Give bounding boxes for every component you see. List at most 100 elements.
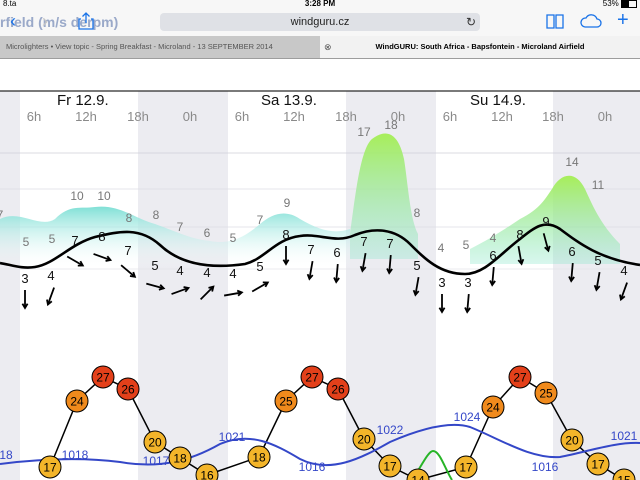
tab-microlighters[interactable]: Microlighters • View topic - Spring Brea… <box>0 36 320 58</box>
wind-speed-label: 4 <box>176 263 183 278</box>
wind-arrow <box>542 233 550 251</box>
wind-arrow <box>199 285 215 301</box>
wind-arrow-head <box>333 277 340 284</box>
new-tab-icon[interactable]: + <box>617 9 629 31</box>
wind-arrow-head <box>412 289 420 297</box>
hour-label: 12h <box>491 109 513 124</box>
temperature-dot <box>586 452 610 476</box>
temperature-dot <box>326 377 350 401</box>
tab-label: WindGURU: South Africa - Bapsfontein - M… <box>375 42 585 51</box>
wind-arrow-head <box>464 307 471 314</box>
browser-toolbar: rfield (m/s derpm) ‹ › windguru.cz ↻ + <box>0 8 640 36</box>
temperature-label: 26 <box>121 383 135 397</box>
night-band <box>0 91 20 480</box>
wind-arrow <box>466 293 470 313</box>
temperature-dot <box>481 395 505 419</box>
share-icon[interactable] <box>78 12 94 35</box>
temperature-dot <box>143 430 167 454</box>
wind-speed-label: 4 <box>47 268 54 283</box>
hour-label: 12h <box>75 109 97 124</box>
wind-arrow-head <box>386 268 393 275</box>
temperature-label: 17 <box>459 461 473 475</box>
forecast-svg: Fr 12.9. Sa 13.9. Su 14.9. 6h 12h 18h 0h 6h 12h 1… <box>0 90 640 480</box>
temperature-label: 18 <box>173 452 187 466</box>
tab-bar: Microlighters • View topic - Spring Brea… <box>0 36 640 59</box>
tab-windguru[interactable]: ⊗ WindGURU: South Africa - Bapsfontein -… <box>320 36 640 58</box>
wind-speed-label: 7 <box>124 243 131 258</box>
pressure-label: 1021 <box>611 429 638 443</box>
page-heading-ghost: rfield (m/s derpm) <box>0 14 119 30</box>
wind-speed-label: 4 <box>203 265 210 280</box>
wind-arrow-head <box>46 299 53 307</box>
tab-label: Microlighters • View topic - Spring Brea… <box>6 42 273 51</box>
gust-label: 7 <box>0 208 4 222</box>
wind-arrow <box>120 264 136 278</box>
pressure-label: 18 <box>0 448 13 462</box>
temperature-label: 27 <box>96 371 110 385</box>
wind-arrow-head <box>129 271 137 278</box>
forward-icon[interactable]: › <box>42 11 48 31</box>
gust-label: 4 <box>438 241 445 255</box>
temperature-dot <box>116 377 140 401</box>
wind-arrow <box>517 245 523 265</box>
wind-arrow-head <box>282 259 290 266</box>
pressure-label: 1021 <box>219 430 246 444</box>
wind-speed-label: 7 <box>386 236 393 251</box>
wind-speed-label: 7 <box>307 242 314 257</box>
hour-label: 6h <box>235 109 249 124</box>
wind-speed-label: 8 <box>98 229 105 244</box>
reload-icon[interactable]: ↻ <box>465 15 476 29</box>
address-bar[interactable]: windguru.cz ↻ <box>160 13 480 31</box>
pressure-label: 1016 <box>532 460 559 474</box>
temperature-dot <box>534 381 558 405</box>
cloud-tabs-icon[interactable] <box>580 14 602 33</box>
wind-speed-label: 7 <box>71 233 78 248</box>
wind-arrow <box>595 271 601 291</box>
wind-speed-label: 6 <box>489 248 496 263</box>
gust-label: 5 <box>49 232 56 246</box>
wind-speed-label: 5 <box>594 253 601 268</box>
status-time: 3:28 PM <box>304 0 336 8</box>
gust-label: 7 <box>257 213 264 227</box>
pressure-label: 1018 <box>62 448 89 462</box>
wind-arrow <box>620 282 628 300</box>
hour-label: 18h <box>542 109 564 124</box>
temperature-label: 15 <box>617 474 631 480</box>
temperature-label: 25 <box>539 387 553 401</box>
pressure-label: 1024 <box>454 410 481 424</box>
back-icon[interactable]: ‹ <box>10 11 16 31</box>
pressure-label: 1016 <box>299 460 326 474</box>
hour-label: 18h <box>335 109 357 124</box>
gust-label: 6 <box>204 226 211 240</box>
wind-speed-label: 5 <box>256 259 263 274</box>
temperature-dot <box>406 468 430 480</box>
wind-arrow-head <box>517 258 525 266</box>
temperature-label: 20 <box>565 434 579 448</box>
battery-icon <box>621 0 637 8</box>
wind-arrow-head <box>359 265 367 273</box>
temperature-dot <box>247 445 271 469</box>
pressure-label: 1017 <box>143 454 170 468</box>
wind-arrow-head <box>262 281 270 288</box>
wind-speed-label: 6 <box>568 244 575 259</box>
temperature-label: 17 <box>383 460 397 474</box>
gust-label: 4 <box>490 231 497 245</box>
gust-label: 8 <box>153 208 160 222</box>
close-tab-icon[interactable]: ⊗ <box>324 42 332 52</box>
gust-label: 5 <box>23 235 30 249</box>
pressure-label: 1022 <box>377 423 404 437</box>
gust-label: 14 <box>565 155 579 169</box>
wind-speed-label: 5 <box>151 258 158 273</box>
wind-arrow-head <box>438 307 446 314</box>
hour-label: 0h <box>183 109 197 124</box>
temperature-dot <box>168 446 192 470</box>
wind-arrow-head <box>208 285 215 292</box>
wind-arrow-head <box>105 255 113 262</box>
hour-label: 12h <box>283 109 305 124</box>
bookmarks-icon[interactable] <box>546 13 564 34</box>
wind-speed-label: 6 <box>333 245 340 260</box>
wind-arrow <box>146 282 164 290</box>
hour-label: 6h <box>443 109 457 124</box>
wind-speed-label: 9 <box>542 214 549 229</box>
wind-arrow <box>491 266 495 286</box>
